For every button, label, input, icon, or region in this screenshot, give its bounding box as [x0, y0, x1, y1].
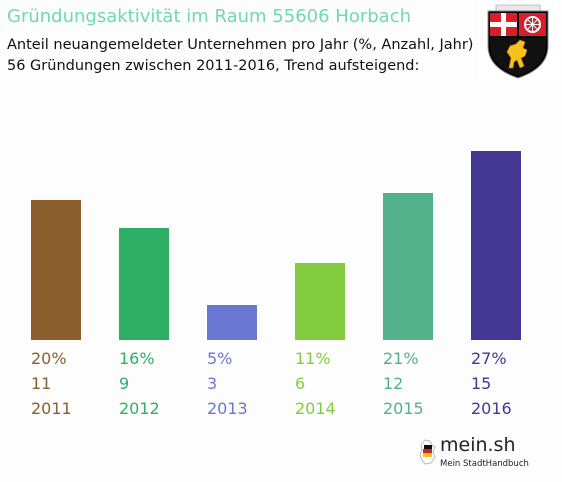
bar-percent-label: 16%	[119, 349, 155, 368]
bar-count-label: 15	[471, 374, 491, 393]
germany-map-icon	[419, 439, 437, 469]
bar-percent-label: 5%	[207, 349, 232, 368]
bar-percent-label: 11%	[295, 349, 331, 368]
bar-count-label: 3	[207, 374, 217, 393]
bar-count-label: 6	[295, 374, 305, 393]
bar-percent-label: 20%	[31, 349, 67, 368]
bar-year-label: 2011	[31, 399, 72, 418]
chart-subtitle-line2: 56 Gründungen zwischen 2011-2016, Trend …	[7, 58, 420, 74]
bar-year-label: 2013	[207, 399, 248, 418]
bar-year-label: 2012	[119, 399, 160, 418]
chart-title: Gründungsaktivität im Raum 55606 Horbach	[7, 6, 411, 27]
brand-tagline: Mein StadtHandbuch	[440, 459, 529, 469]
bar-2011	[31, 200, 81, 340]
coat-of-arms-icon	[478, 2, 558, 80]
bar-percent-label: 27%	[471, 349, 507, 368]
bar-count-label: 11	[31, 374, 51, 393]
bar-percent-label: 21%	[383, 349, 419, 368]
bar-count-label: 12	[383, 374, 403, 393]
bar-2016	[471, 151, 521, 340]
chart-subtitle-line1: Anteil neuangemeldeter Unternehmen pro J…	[7, 37, 474, 53]
bar-year-label: 2015	[383, 399, 424, 418]
bar-2015	[383, 193, 433, 340]
bar-year-label: 2016	[471, 399, 512, 418]
bar-year-label: 2014	[295, 399, 336, 418]
bar-2014	[295, 263, 345, 340]
bar-2013	[207, 305, 257, 340]
brand-name: mein.sh	[440, 434, 516, 456]
bar-count-label: 9	[119, 374, 129, 393]
brand-logo: mein.sh Mein StadtHandbuch	[417, 433, 529, 477]
bar-2012	[119, 228, 169, 340]
